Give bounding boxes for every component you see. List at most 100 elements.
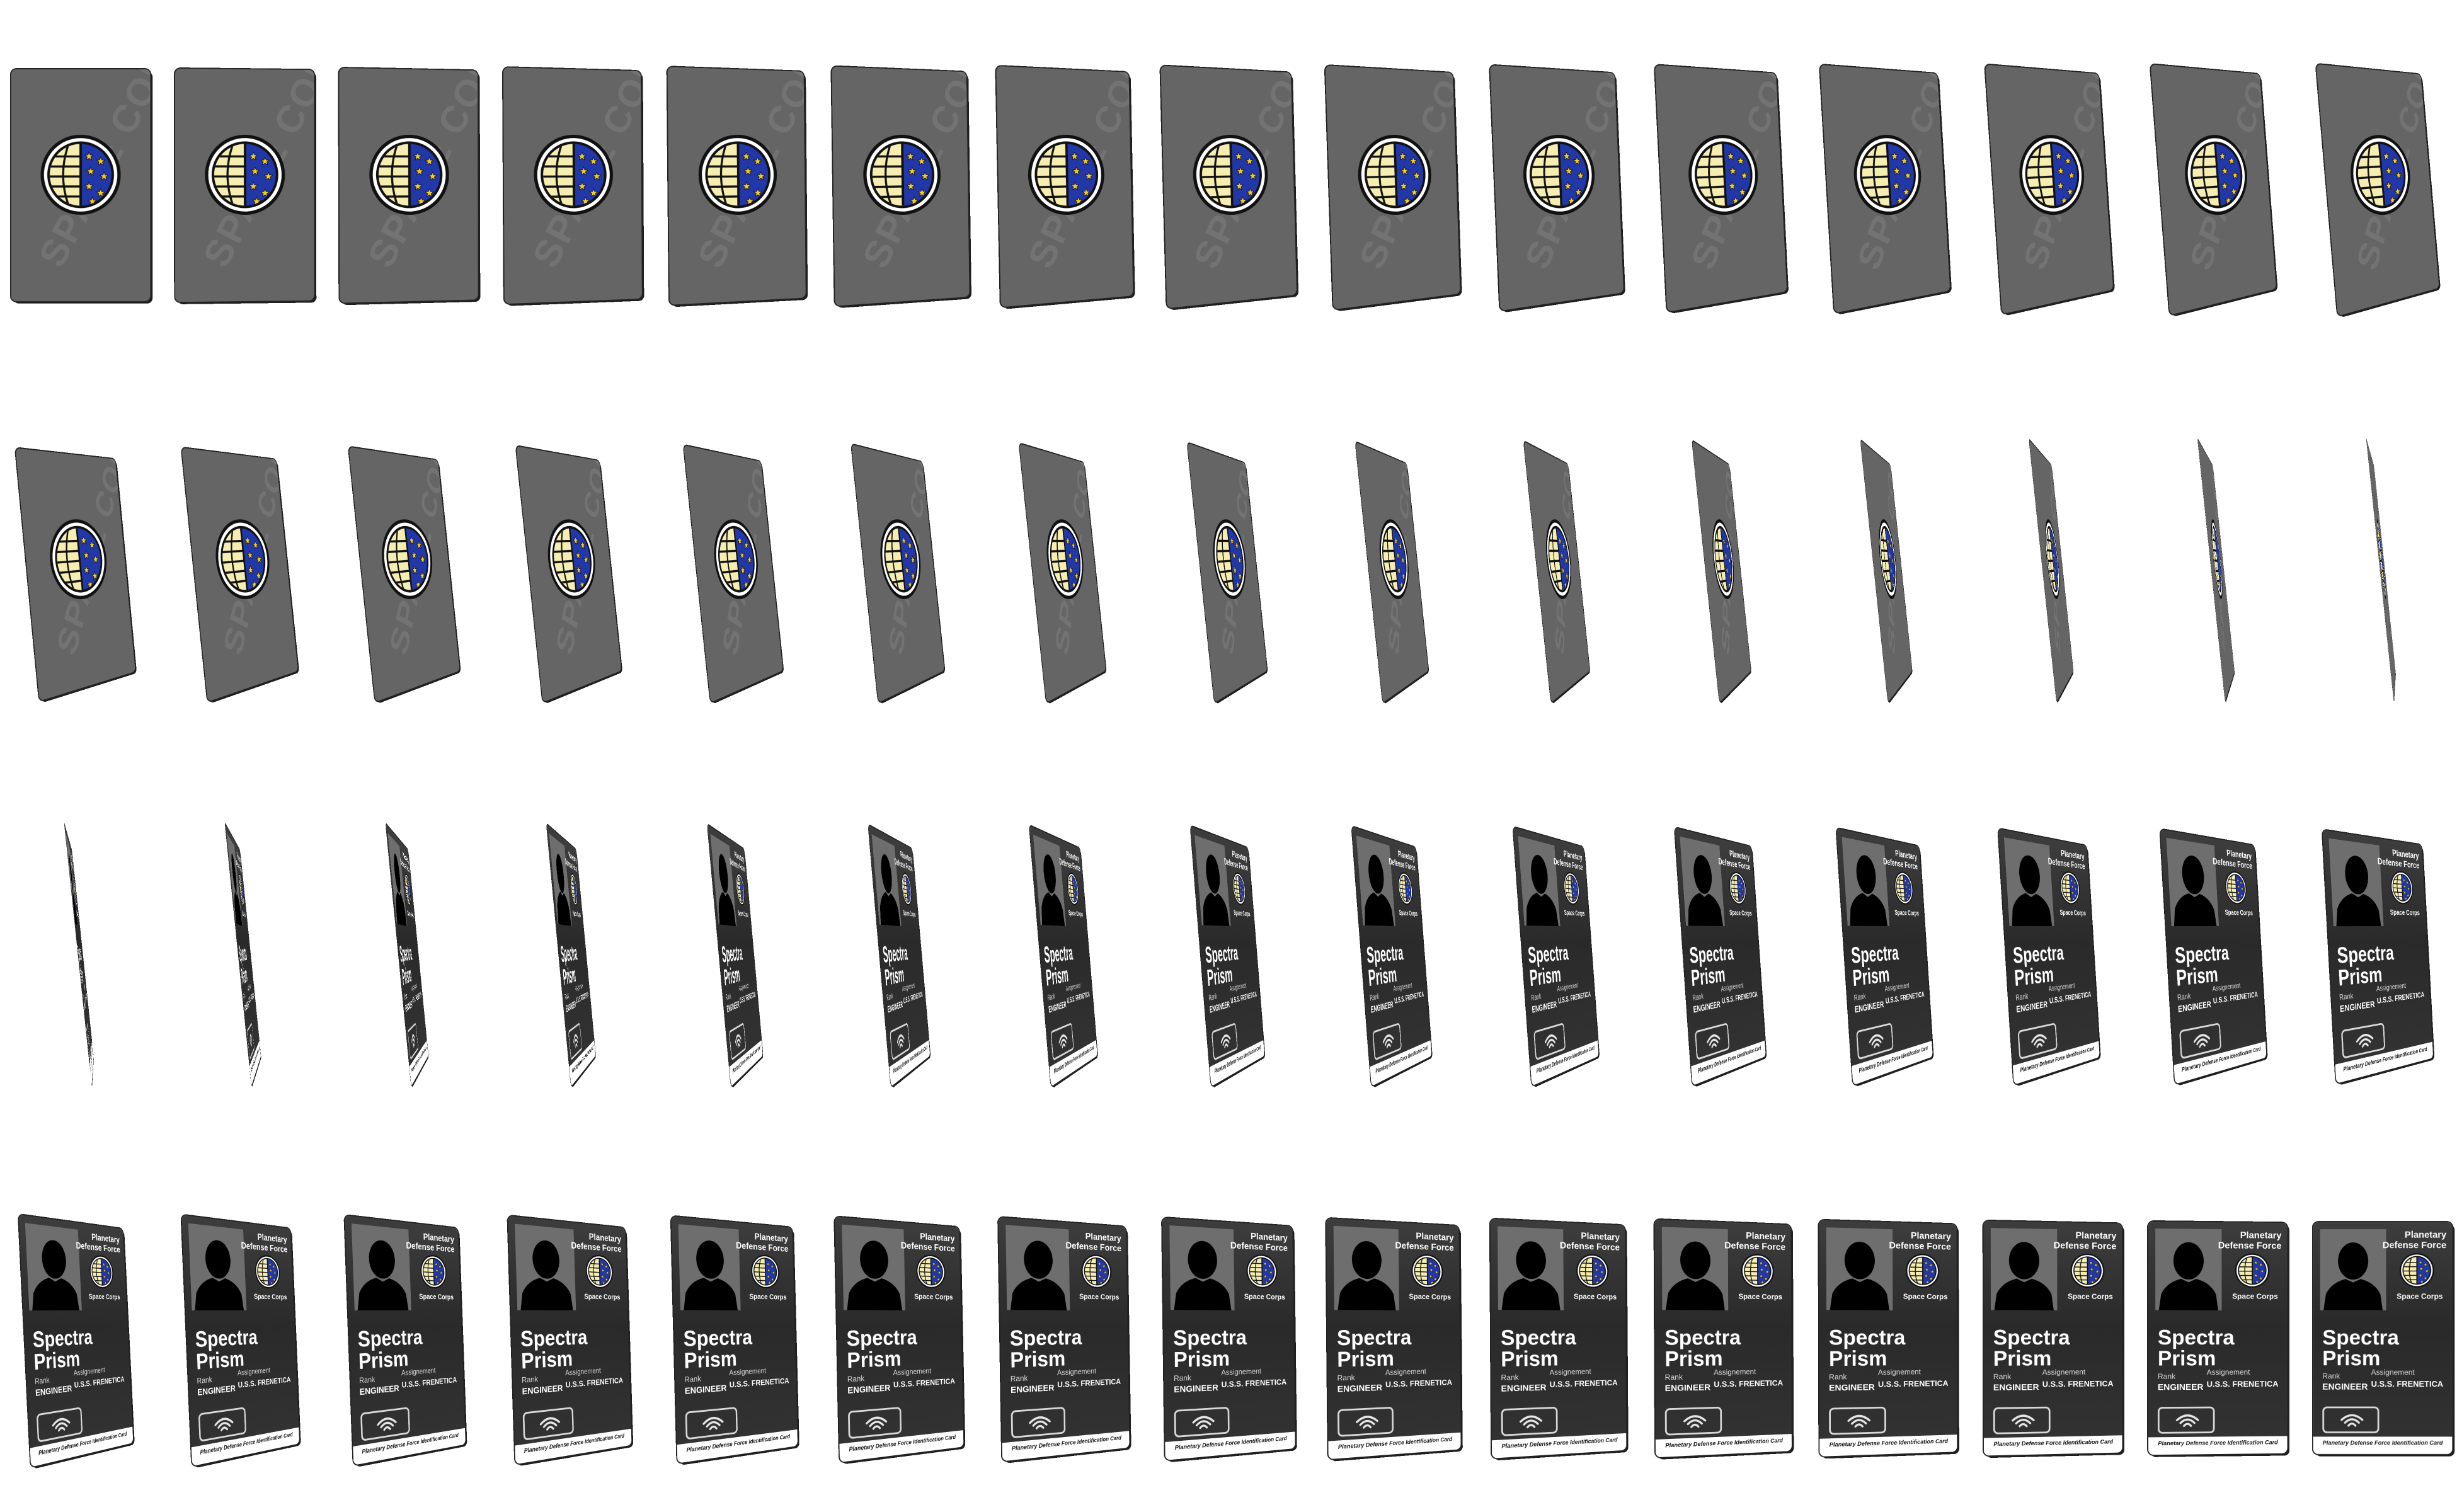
contactless-chip [568, 1022, 582, 1061]
card-footer-text: Planetary Defense Force Identification C… [891, 1044, 928, 1077]
rank-label: Rank [1829, 1372, 1847, 1381]
rank-value: ENGINEER [2158, 1382, 2203, 1392]
globe-and-stars-emblem-icon [2015, 133, 2088, 220]
holder-name-last: Prism [2158, 1348, 2216, 1370]
globe-and-stars-emblem-icon [1026, 133, 1106, 219]
rank-value: ENGINEER [405, 999, 413, 1015]
rank-label: Rank [886, 991, 893, 1002]
contactless-chip [2158, 1407, 2215, 1434]
globe-and-stars-emblem-icon [569, 871, 578, 908]
contactless-icon [213, 1414, 235, 1435]
corps-label: Space Corps [1066, 908, 1085, 918]
globe-and-stars-emblem-icon [709, 517, 762, 605]
corps-label: Space Corps [1561, 908, 1588, 917]
globe-and-stars-emblem-icon [2070, 1252, 2105, 1288]
globe-and-stars-emblem-icon [1411, 1253, 1444, 1290]
org-name-line-1: Planetary [2217, 1230, 2281, 1241]
globe-and-stars-emblem-icon [1190, 133, 1270, 219]
corps-label: Space Corps [415, 1292, 458, 1302]
rank-label: Rank [2339, 991, 2354, 1002]
globe-and-stars-emblem-icon [1576, 1253, 1610, 1290]
sprite-frame: Planetary Defense Force Space Corps Spec… [1485, 1212, 1636, 1464]
globe-and-stars-emblem-icon [254, 1254, 281, 1290]
assignment-label: Assignement [1221, 1366, 1261, 1377]
assignment-value: U.S.S. FRENETICA [893, 1377, 955, 1390]
globe-and-stars-emblem-icon [1231, 870, 1247, 907]
rank-label: Rank [243, 990, 246, 1002]
globe-and-stars-emblem-icon [1740, 1253, 1775, 1290]
org-name-line-2: Defense Force [1724, 1240, 1786, 1252]
contactless-icon [1846, 1412, 1872, 1430]
card-front-face: Planetary Defense Force Space Corps Spec… [999, 1217, 1130, 1461]
contactless-icon [2030, 1030, 2048, 1052]
globe-and-stars-emblem-icon [367, 133, 450, 217]
footer-strip [249, 1041, 261, 1086]
sprite-frame: SPACE CORPS [992, 444, 1143, 696]
globe-and-stars-emblem-icon [696, 132, 779, 217]
card-back-face: SPACE CORPS [832, 66, 969, 306]
sprite-frame: Planetary Defense Force Space Corps Spec… [1814, 828, 1965, 1080]
card-back-face: SPACE CORPS [668, 67, 806, 305]
rank-value: ENGINEER [197, 1383, 236, 1398]
contactless-chip [2341, 1022, 2385, 1059]
card-front-face: Planetary Defense Force Space Corps Spec… [1029, 825, 1097, 1086]
assignment-label: Assignement [2042, 1368, 2086, 1377]
sprite-frame: Planetary Defense Force Space Corps Spec… [334, 828, 485, 1080]
person-silhouette-icon [1991, 1228, 2058, 1310]
globe-and-stars-emblem-icon [735, 871, 746, 907]
contactless-icon [50, 1414, 71, 1435]
corps-label: Space Corps [84, 1292, 124, 1301]
globe-and-stars-emblem-icon [376, 517, 437, 605]
holder-name-last: Prism [1664, 1348, 1722, 1370]
card-back-face: SPACE CORPS [684, 445, 783, 702]
globe-and-stars-emblem-icon [1893, 869, 1915, 905]
corps-label: Space Corps [1074, 1292, 1125, 1302]
card-front-face: Planetary Defense Force Space Corps Spec… [1162, 1218, 1295, 1460]
sprite-frame: SPACE CORPS [827, 59, 978, 311]
rank-value: ENGINEER [1337, 1383, 1383, 1395]
sprite-frame: Planetary Defense Force Space Corps Spec… [1978, 828, 2129, 1080]
org-name-line-2: Defense Force [1394, 1240, 1454, 1254]
rank-value: ENGINEER [1829, 1382, 1875, 1393]
holder-name-first: Spectra [1993, 1326, 2070, 1348]
corps-label: Space Corps [406, 908, 415, 920]
card-back-face: SPACE CORPS [851, 444, 944, 702]
sprite-frame: SPACE CORPS [663, 444, 814, 696]
globe-and-stars-emblem-icon [1520, 133, 1598, 219]
sprite-frame: SPACE CORPS [334, 59, 485, 311]
contactless-chip [890, 1022, 910, 1061]
card-back-face: SPACE CORPS [2150, 64, 2276, 315]
card-front-face: Planetary Defense Force Space Corps Spec… [2160, 829, 2267, 1084]
globe-and-stars-emblem-icon [367, 133, 450, 217]
contactless-chip [1011, 1407, 1066, 1438]
globe-and-stars-emblem-icon [39, 133, 122, 216]
globe-and-stars-emblem-icon [1727, 869, 1748, 905]
org-name-line-2: Defense Force [2381, 1240, 2446, 1251]
card-front-face: Planetary Defense Force Space Corps Spec… [64, 823, 94, 1085]
rank-value: ENGINEER [2016, 999, 2048, 1015]
assignment-label: Assignement [1878, 1367, 1921, 1377]
rank-label: Rank [359, 1375, 375, 1385]
sprite-frame: Planetary Defense Force Space Corps Spec… [2307, 1212, 2457, 1464]
assignment-value: U.S.S. FRENETICA [1057, 1377, 1121, 1389]
rank-label: Rank [1208, 991, 1217, 1002]
assignment-value: U.S.S. FRENETICA [238, 1375, 290, 1389]
contactless-icon [1191, 1413, 1216, 1433]
card-back-face: SPACE CORPS [1326, 66, 1460, 309]
globe-and-stars-emblem-icon [2180, 133, 2252, 220]
contactless-chip [1993, 1407, 2051, 1435]
card-front-face: Planetary Defense Force Space Corps Spec… [225, 823, 261, 1086]
card-back-face: SPACE CORPS [516, 446, 621, 702]
sprite-frame: SPACE CORPS [2143, 444, 2294, 696]
card-back-face: SPACE CORPS [181, 448, 298, 702]
card-back-face: SPACE CORPS [1355, 442, 1428, 703]
globe-and-stars-emblem-icon [2345, 133, 2414, 220]
id-photo [1334, 1226, 1399, 1310]
sprite-frame: Planetary Defense Force Space Corps Spec… [1649, 828, 1801, 1080]
card-front-face: Planetary Defense Force Space Corps Spec… [1491, 1219, 1627, 1458]
sprite-frame: SPACE CORPS [992, 59, 1143, 311]
corps-label: Space Corps [1726, 908, 1755, 917]
org-name-line-2: Defense Force [1888, 1240, 1951, 1252]
globe-and-stars-emblem-icon [875, 517, 925, 605]
